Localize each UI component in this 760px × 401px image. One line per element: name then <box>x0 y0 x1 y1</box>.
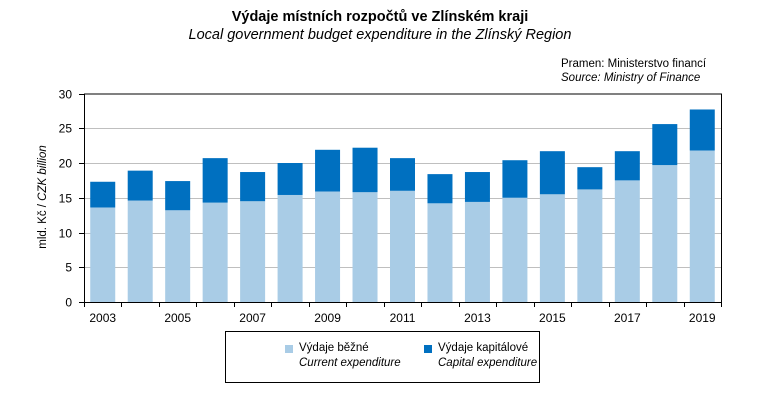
bar-capital-expenditure <box>502 160 528 198</box>
legend-swatch-capital <box>424 345 432 353</box>
y-tick-label: 30 <box>59 88 73 102</box>
legend-label-capital-cz: Výdaje kapitálové <box>438 342 529 354</box>
legend-label-capital-en: Capital expenditure <box>438 357 538 369</box>
bar-capital-expenditure <box>577 167 603 190</box>
bar-current-expenditure <box>202 202 228 302</box>
bar-capital-expenditure <box>165 181 191 211</box>
y-tick-label: 10 <box>59 227 73 241</box>
source-en: Source: Ministry of Finance <box>561 72 701 84</box>
bar-capital-expenditure <box>390 158 415 191</box>
bar-capital-expenditure <box>464 172 490 202</box>
bar-capital-expenditure <box>352 147 378 193</box>
y-tick-label: 15 <box>59 192 73 206</box>
y-tick-label: 0 <box>65 296 72 310</box>
bar-capital-expenditure <box>240 172 266 202</box>
source-cz: Pramen: Ministerstvo financí <box>561 58 707 70</box>
bar-capital-expenditure <box>202 158 228 203</box>
x-tick-label: 2007 <box>239 311 266 325</box>
bar-capital-expenditure <box>539 151 565 195</box>
legend: Výdaje běžné Current expenditure Výdaje … <box>225 331 540 383</box>
bar-current-expenditure <box>577 189 603 302</box>
bar-current-expenditure <box>127 200 153 302</box>
bar-current-expenditure <box>390 190 415 302</box>
bar-current-expenditure <box>539 194 565 302</box>
bar-current-expenditure <box>502 197 528 302</box>
y-tick-label: 20 <box>59 157 73 171</box>
bar-current-expenditure <box>277 194 303 302</box>
y-axis-label-cz: mld. Kč / <box>37 201 49 249</box>
legend-item-capital: Výdaje kapitálové Capital expenditure <box>424 341 537 371</box>
bar-current-expenditure <box>652 165 678 302</box>
chart-title: Výdaje místních rozpočtů ve Zlínském kra… <box>231 9 529 25</box>
x-tick-label: 2015 <box>539 311 566 325</box>
bar-capital-expenditure <box>315 149 341 192</box>
x-tick-label: 2017 <box>614 311 641 325</box>
x-tick-label: 2003 <box>89 311 116 325</box>
legend-swatch-current <box>285 345 293 353</box>
legend-item-current: Výdaje běžné Current expenditure <box>285 341 401 371</box>
y-ticks: 0 5 10 15 20 25 30 <box>59 88 84 310</box>
bar-current-expenditure <box>614 180 640 302</box>
bar-current-expenditure <box>464 201 490 302</box>
bar-capital-expenditure <box>652 124 678 166</box>
bars <box>90 109 715 302</box>
bar-capital-expenditure <box>614 151 640 181</box>
bar-capital-expenditure <box>277 163 303 195</box>
bar-current-expenditure <box>689 150 715 302</box>
y-axis-label-en: CZK billion <box>37 145 49 201</box>
chart-subtitle: Local government budget expenditure in t… <box>188 27 572 43</box>
x-tick-label: 2013 <box>464 311 491 325</box>
bar-current-expenditure <box>165 210 191 302</box>
axes <box>79 93 722 307</box>
x-tick-label: 2011 <box>390 311 416 325</box>
y-axis-label: mld. Kč / CZK billion <box>37 145 49 249</box>
bar-current-expenditure <box>427 203 453 302</box>
bar-capital-expenditure <box>427 174 453 204</box>
bar-capital-expenditure <box>689 109 715 151</box>
bar-current-expenditure <box>352 192 378 302</box>
bar-current-expenditure <box>315 191 341 302</box>
y-tick-label: 5 <box>65 261 72 275</box>
bar-capital-expenditure <box>127 170 153 201</box>
x-tick-label: 2009 <box>314 311 341 325</box>
bar-capital-expenditure <box>90 181 116 208</box>
legend-label-current-cz: Výdaje běžné <box>299 342 369 354</box>
legend-label-current-en: Current expenditure <box>299 357 401 369</box>
x-ticks: 2003 2005 2007 2009 2011 2013 2015 2017 2019 <box>84 302 722 325</box>
x-tick-label: 2005 <box>164 311 191 325</box>
bar-current-expenditure <box>90 207 116 302</box>
bar-current-expenditure <box>240 201 266 302</box>
x-tick-label: 2019 <box>689 311 716 325</box>
y-tick-label: 25 <box>59 122 73 136</box>
